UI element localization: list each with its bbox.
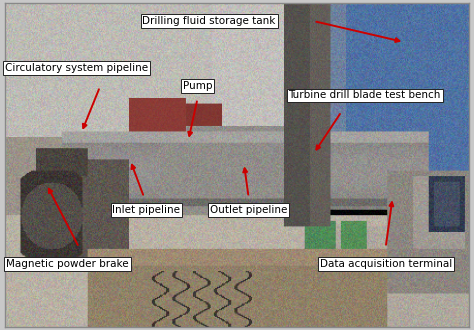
Text: Drilling fluid storage tank: Drilling fluid storage tank (143, 16, 276, 26)
Text: Data acquisition terminal: Data acquisition terminal (319, 259, 452, 269)
Text: Inlet pipeline: Inlet pipeline (112, 205, 181, 215)
Text: Pump: Pump (183, 81, 212, 91)
Text: Magnetic powder brake: Magnetic powder brake (6, 259, 129, 269)
Text: Outlet pipeline: Outlet pipeline (210, 205, 287, 215)
Text: Circulatory system pipeline: Circulatory system pipeline (5, 63, 148, 73)
Text: Turbine drill blade test bench: Turbine drill blade test bench (289, 90, 441, 100)
